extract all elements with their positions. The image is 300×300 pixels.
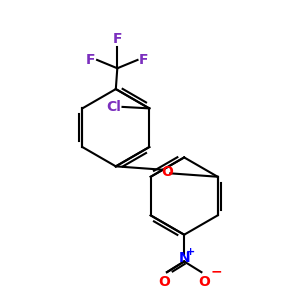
Text: O: O (199, 275, 210, 289)
Text: +: + (186, 247, 195, 257)
Text: N: N (178, 251, 190, 265)
Text: F: F (112, 32, 122, 46)
Text: F: F (86, 53, 96, 67)
Text: O: O (161, 164, 173, 178)
Text: −: − (211, 265, 223, 279)
Text: Cl: Cl (106, 100, 121, 114)
Text: F: F (139, 53, 148, 67)
Text: O: O (158, 275, 170, 289)
